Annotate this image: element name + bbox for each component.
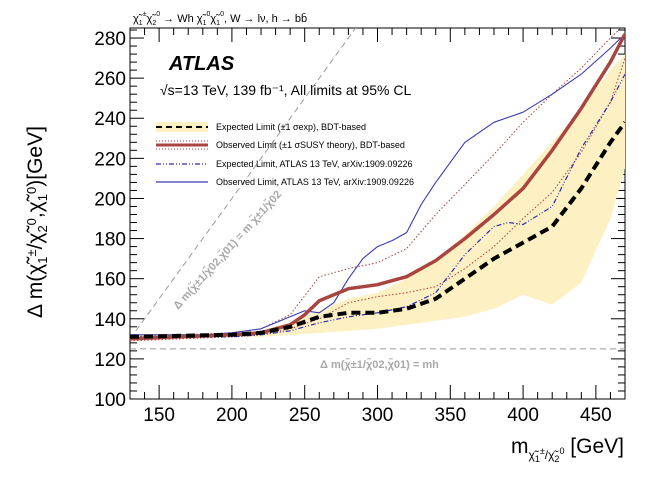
x-tick-label: 300: [362, 405, 394, 426]
chart-title: χ̃1±χ̃20 → Wh χ̃10χ̃10, W → lν, h → bb̄: [133, 11, 307, 27]
y-tick-label: 140: [94, 310, 126, 331]
axis-ticks: 150 200 250 300 350 400 450 100 120 140 160 180 200 2…: [94, 28, 626, 426]
legend-expected-label: Expected Limit (±1 σexp), BDT-based: [216, 122, 366, 132]
y-tick-label: 200: [94, 189, 126, 210]
plot-area: [130, 28, 625, 350]
plot-clipped: [130, 28, 625, 350]
x-tick-label: 350: [434, 405, 466, 426]
diagonal-line: [130, 28, 357, 340]
y-tick-label: 220: [94, 149, 126, 170]
legend: Expected Limit (±1 σexp), BDT-based Obse…: [156, 122, 414, 187]
diagonal-label: Δ m(χ̃±1/χ̃02,χ̃01) = m χ̃±1/χ̃02: [171, 188, 285, 312]
x-tick-label: 200: [216, 405, 248, 426]
series-line-0: [130, 121, 625, 339]
y-tick-label: 180: [94, 230, 126, 251]
y-tick-label: 240: [94, 109, 126, 130]
series-line-1: [130, 33, 625, 341]
y-tick-label: 100: [94, 390, 126, 411]
energy-luminosity-label: √s=13 TeV, 139 fb⁻¹, All limits at 95% C…: [160, 82, 411, 98]
legend-prev-observed-label: Observed Limit, ATLAS 13 TeV, arXiv:1909…: [216, 177, 414, 187]
higgs-line-label: Δ m(χ̃±1/χ̃02,χ̃01) = mh: [320, 358, 439, 371]
x-tick-label: 400: [507, 405, 539, 426]
experiment-label: ATLAS: [168, 53, 235, 75]
y-tick-label: 280: [94, 29, 126, 50]
series-line-5: [130, 33, 625, 336]
legend-prev-expected-label: Expected Limit, ATLAS 13 TeV, arXiv:1909…: [216, 159, 412, 169]
expected-band: [130, 54, 625, 339]
y-axis-title: Δ m(χ̃1±/χ̃20,χ̃10)[GeV]: [24, 126, 50, 318]
y-tick-label: 260: [94, 69, 126, 90]
y-tick-label: 120: [94, 350, 126, 371]
series-line-2: [130, 28, 622, 338]
series-line-4: [130, 73, 625, 338]
x-tick-label: 150: [143, 405, 175, 426]
x-tick-label: 250: [289, 405, 321, 426]
series-line-3: [130, 57, 625, 342]
x-tick-label: 450: [580, 405, 612, 426]
y-tick-label: 160: [94, 270, 126, 291]
legend-observed-label: Observed Limit (±1 σSUSY theory), BDT-ba…: [216, 140, 405, 150]
x-axis-title: mχ̃1±/χ̃20 [GeV]: [511, 435, 624, 464]
